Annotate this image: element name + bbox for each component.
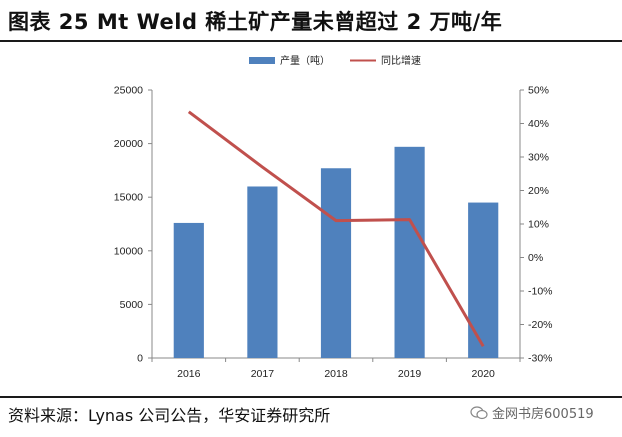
right-y-tick-label: -30%	[528, 353, 553, 365]
bar	[468, 202, 499, 358]
x-tick-label: 2020	[472, 368, 496, 380]
bar	[173, 222, 204, 358]
left-y-tick-label: 25000	[114, 85, 143, 97]
watermark: 金网书房600519	[470, 403, 594, 422]
legend-bar-swatch	[249, 57, 275, 64]
legend-line-label: 同比增速	[381, 54, 421, 67]
right-y-tick-label: 20%	[528, 185, 549, 197]
bar	[247, 186, 278, 358]
right-y-tick-label: 50%	[528, 85, 549, 97]
wechat-icon	[470, 405, 488, 419]
chart: 产量（吨） 同比增速 0 5000 10000 15000 20000 25000 -30%…	[114, 54, 553, 381]
left-y-tick-label: 15000	[114, 192, 143, 204]
x-tick-label: 2017	[251, 368, 275, 380]
source-note: 资料来源：Lynas 公司公告，华安证券研究所	[8, 406, 331, 425]
title-rule	[0, 40, 622, 42]
source-rule	[0, 396, 622, 398]
left-y-tick-label: 5000	[120, 299, 144, 311]
right-y-tick-label: 10%	[528, 219, 549, 231]
right-y-tick-label: -20%	[528, 319, 553, 331]
bar	[394, 146, 425, 358]
watermark-text: 金网书房600519	[492, 407, 594, 422]
x-tick-label: 2019	[398, 368, 422, 380]
left-y-tick-label: 0	[137, 353, 143, 365]
legend: 产量（吨） 同比增速	[249, 54, 421, 67]
plot-area: 0 5000 10000 15000 20000 25000 -30% -20% -10% 0% 1…	[114, 85, 553, 381]
x-tick-label: 2018	[324, 368, 348, 380]
right-y-tick-label: 0%	[528, 252, 543, 264]
right-y-tick-label: -10%	[528, 286, 553, 298]
right-y-tick-label: 40%	[528, 118, 549, 130]
left-y-tick-label: 20000	[114, 138, 143, 150]
x-tick-label: 2016	[177, 368, 201, 380]
right-y-tick-label: 30%	[528, 152, 549, 164]
legend-bar-label: 产量（吨）	[280, 54, 330, 67]
figure-title: 图表 25 Mt Weld 稀土矿产量未曾超过 2 万吨/年	[8, 10, 503, 34]
bar	[320, 168, 352, 358]
left-y-tick-label: 10000	[114, 245, 143, 257]
